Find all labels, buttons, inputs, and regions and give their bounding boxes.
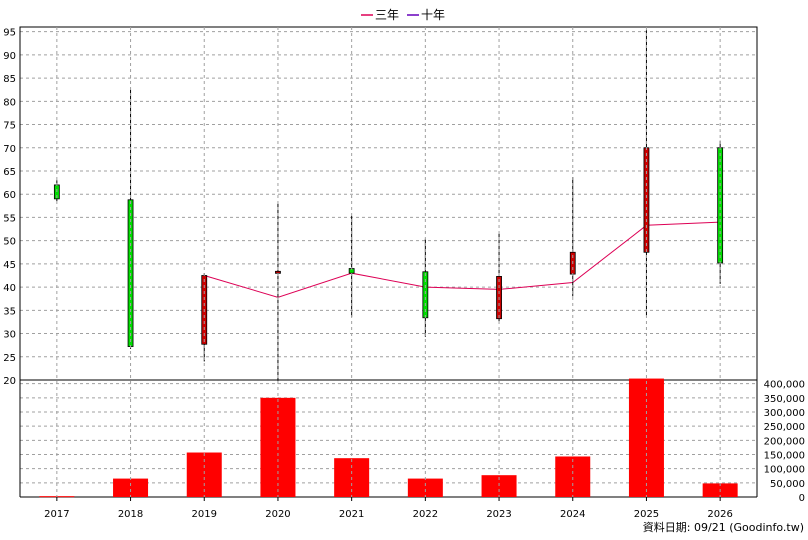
- price-tick-label: 30: [3, 330, 16, 341]
- volume-bar: [113, 478, 149, 497]
- legend-label-three-year: 三年: [375, 8, 399, 22]
- price-tick-label: 80: [3, 97, 16, 108]
- volume-tick-label: 100,000: [764, 465, 805, 476]
- volume-tick-label: 0: [799, 493, 805, 504]
- price-tick-label: 95: [3, 28, 16, 39]
- candle-body: [643, 147, 650, 253]
- x-tick-label: 2025: [634, 509, 659, 520]
- price-tick-label: 20: [3, 376, 16, 387]
- volume-tick-label: 250,000: [764, 422, 805, 433]
- price-tick-label: 55: [3, 213, 16, 224]
- price-panel-frame: [19, 26, 758, 381]
- chart-legend: 三年 十年: [361, 8, 445, 22]
- price-tick-label: 40: [3, 283, 16, 294]
- price-tick-label: 90: [3, 51, 16, 62]
- three-year-average-line: [204, 221, 721, 298]
- price-tick-label: 75: [3, 121, 16, 132]
- volume-bar: [407, 478, 443, 497]
- x-tick-label: 2026: [707, 509, 732, 520]
- price-tick-label: 60: [3, 190, 16, 201]
- volume-tick-label: 350,000: [764, 394, 805, 405]
- price-panel: 20 25 30 35 40 45 50 55 60 65 70 75 80 85 90 95: [3, 26, 758, 387]
- price-tick-label: 70: [3, 144, 16, 155]
- volume-tick-label: 300,000: [764, 408, 805, 419]
- price-tick-label: 25: [3, 353, 16, 364]
- x-tick-label: 2024: [560, 509, 585, 520]
- legend-label-ten-year: 十年: [421, 8, 445, 22]
- x-tick-label: 2023: [486, 509, 511, 520]
- source-footer: 資料日期: 09/21 (Goodinfo.tw): [643, 520, 804, 534]
- x-tick-label: 2019: [192, 509, 217, 520]
- price-tick-label: 50: [3, 237, 16, 248]
- x-tick-label: 2018: [118, 509, 143, 520]
- price-tick-label: 45: [3, 260, 16, 271]
- volume-bar: [481, 475, 517, 497]
- volume-panel: 0 50,000 100,000 150,000 200,000 250,000 300,0…: [19, 378, 805, 504]
- x-tick-label: 2022: [413, 509, 438, 520]
- price-tick-label: 35: [3, 306, 16, 317]
- volume-tick-label: 50,000: [770, 479, 805, 490]
- price-tick-label: 65: [3, 167, 16, 178]
- price-tick-label: 85: [3, 74, 16, 85]
- x-axis: 2017 2018 2019 2020 2021 2022 2023 2024 2025 2026: [44, 27, 733, 520]
- x-tick-label: 2017: [44, 509, 69, 520]
- volume-tick-label: 200,000: [764, 436, 805, 447]
- volume-tick-label: 400,000: [764, 380, 805, 391]
- volume-tick-label: 150,000: [764, 451, 805, 462]
- x-tick-label: 2020: [265, 509, 290, 520]
- x-tick-label: 2021: [339, 509, 364, 520]
